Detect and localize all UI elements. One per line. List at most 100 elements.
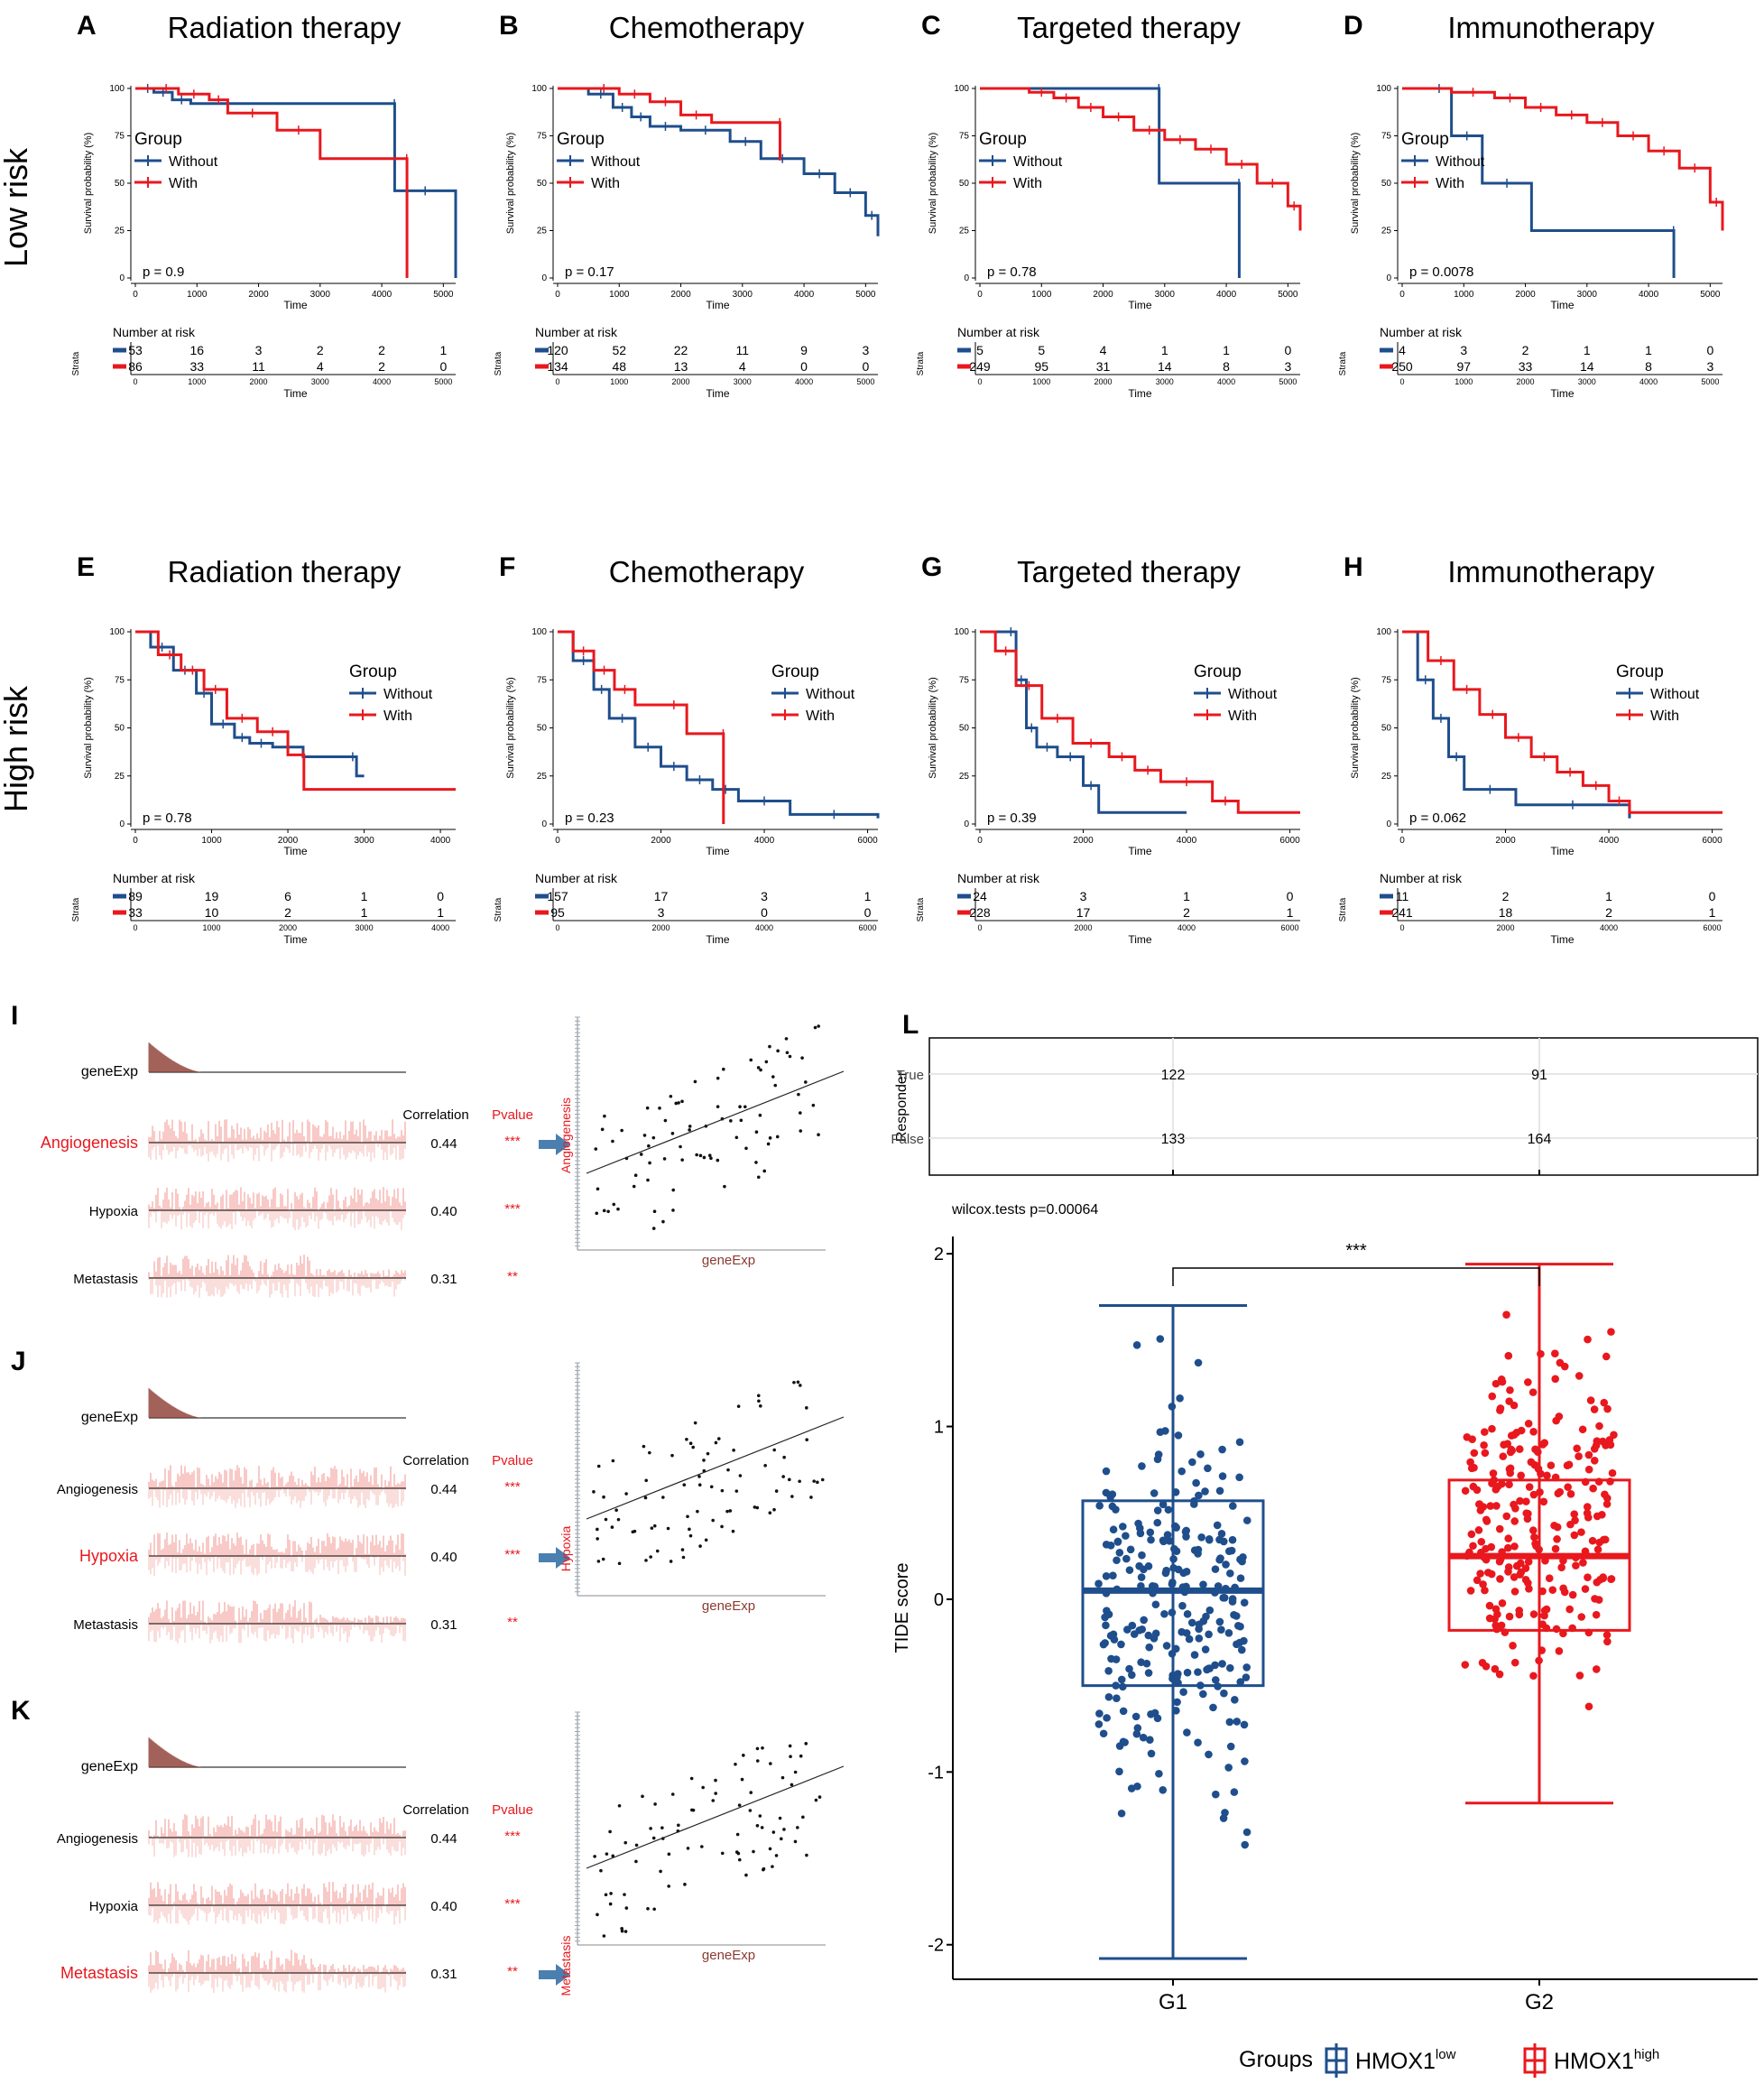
scatter-point: [720, 1851, 725, 1856]
y-tick-label: 50: [959, 179, 970, 189]
jitter-point: [1577, 1613, 1586, 1621]
jitter-point: [1113, 1694, 1121, 1703]
panel-letter: I: [11, 1001, 18, 1031]
scatter-point: [759, 1068, 762, 1072]
jitter-point: [1172, 1707, 1180, 1715]
legend-label: With: [806, 708, 835, 724]
risk-x-tick: 1000: [188, 377, 206, 386]
risk-value: 250: [1391, 359, 1413, 374]
jitter-point: [1607, 1328, 1615, 1336]
risk-x-tick: 5000: [434, 377, 452, 386]
jitter-point: [1146, 1528, 1155, 1537]
scatter-point: [804, 1742, 808, 1746]
risk-xlabel: Time: [283, 387, 308, 400]
km-ylabel: Survival probability (%): [505, 677, 516, 778]
y-tick-label: 0: [964, 273, 969, 283]
y-tick-label: 0: [119, 820, 125, 829]
panel-letter: J: [11, 1347, 26, 1376]
km-title: Chemotherapy: [609, 11, 805, 44]
jitter-point: [1469, 1542, 1477, 1551]
jitter-point: [1488, 1479, 1496, 1487]
scatter-point: [691, 1445, 695, 1449]
table-cell: 133: [1161, 1132, 1186, 1147]
x-tick-label: 2000: [1093, 290, 1113, 300]
scatter-point: [801, 1815, 805, 1820]
jitter-point: [1473, 1486, 1482, 1495]
x-tick-label: 1000: [187, 290, 208, 300]
scatter-ylabel: Angiogenesis: [559, 1097, 573, 1173]
jitter-point: [1488, 1424, 1496, 1433]
gene-label: Metastasis: [60, 1964, 138, 1982]
jitter-point: [1510, 1517, 1519, 1525]
risk-value: 4: [317, 359, 324, 374]
x-tick-label: 2000: [278, 836, 299, 846]
box-ylabel: TIDE score: [892, 1562, 912, 1653]
risk-value: 0: [761, 905, 768, 920]
risk-value: 0: [439, 359, 447, 374]
jitter-point: [1531, 1445, 1539, 1454]
jitter-point: [1226, 1569, 1234, 1578]
scatter-point: [647, 1144, 651, 1148]
y-tick-label: 100: [531, 84, 547, 94]
jitter-point: [1573, 1444, 1581, 1453]
risk-strata-label: Strata: [916, 897, 926, 921]
jitter-point: [1583, 1509, 1592, 1517]
scatter-point: [728, 1509, 733, 1513]
y-tick-label: 50: [537, 179, 548, 189]
legend-title: Group: [134, 130, 182, 149]
jitter-point: [1242, 1516, 1251, 1524]
legend-label: Without: [1650, 687, 1700, 702]
col-header-pvalue: Pvalue: [492, 1453, 533, 1468]
risk-strata-label: Strata: [71, 897, 81, 921]
scatter-point: [620, 1929, 624, 1933]
scatter-point: [805, 1853, 808, 1857]
risk-value: 1: [361, 905, 368, 920]
jitter-point: [1190, 1651, 1199, 1659]
jitter-point: [1146, 1736, 1154, 1745]
jitter-point: [1509, 1642, 1517, 1650]
scatter-point: [686, 1514, 689, 1519]
scatter-point: [773, 1083, 778, 1088]
risk-strata-label: Strata: [494, 897, 503, 921]
jitter-point: [1512, 1561, 1521, 1570]
jitter-point: [1510, 1573, 1519, 1581]
y-tick-label: 0: [541, 273, 547, 283]
scatter-point: [742, 1754, 745, 1757]
km-title: Targeted therapy: [1017, 11, 1241, 44]
scatter-point: [693, 1079, 697, 1084]
jitter-point: [1142, 1659, 1151, 1668]
scatter-point: [623, 1930, 628, 1933]
jitter-point: [1128, 1671, 1136, 1680]
jitter-point: [1551, 1473, 1560, 1482]
risk-x-tick: 0: [133, 377, 137, 386]
scatter-point: [683, 1883, 687, 1886]
jitter-point: [1196, 1449, 1205, 1459]
scatter-point: [646, 1906, 650, 1911]
risk-x-tick: 4000: [755, 923, 773, 932]
scatter-point: [811, 1103, 816, 1107]
jitter-point: [1192, 1478, 1200, 1487]
pvalue-stars: ***: [504, 1201, 521, 1217]
jitter-point: [1502, 1512, 1511, 1521]
regression-line: [586, 1765, 845, 1869]
jitter-point: [1584, 1335, 1592, 1344]
km-ylabel: Survival probability (%): [928, 133, 938, 234]
jitter-point: [1199, 1580, 1207, 1588]
jitter-point: [1538, 1646, 1547, 1654]
jitter-point: [1563, 1461, 1572, 1470]
jitter-point: [1470, 1463, 1478, 1472]
jitter-point: [1492, 1502, 1501, 1510]
risk-value: 1: [361, 889, 368, 903]
jitter-point: [1205, 1664, 1213, 1673]
scatter-point: [776, 1049, 780, 1053]
scatter-point: [799, 1111, 802, 1115]
scatter-point: [685, 1437, 688, 1441]
jitter-point: [1144, 1669, 1153, 1677]
jitter-point: [1135, 1626, 1144, 1635]
y-tick-label: -1: [928, 1763, 944, 1783]
scatter-point: [641, 1794, 644, 1799]
jitter-point: [1218, 1660, 1226, 1668]
jitter-point: [1581, 1585, 1590, 1593]
x-tick-label: 5000: [1278, 290, 1298, 300]
